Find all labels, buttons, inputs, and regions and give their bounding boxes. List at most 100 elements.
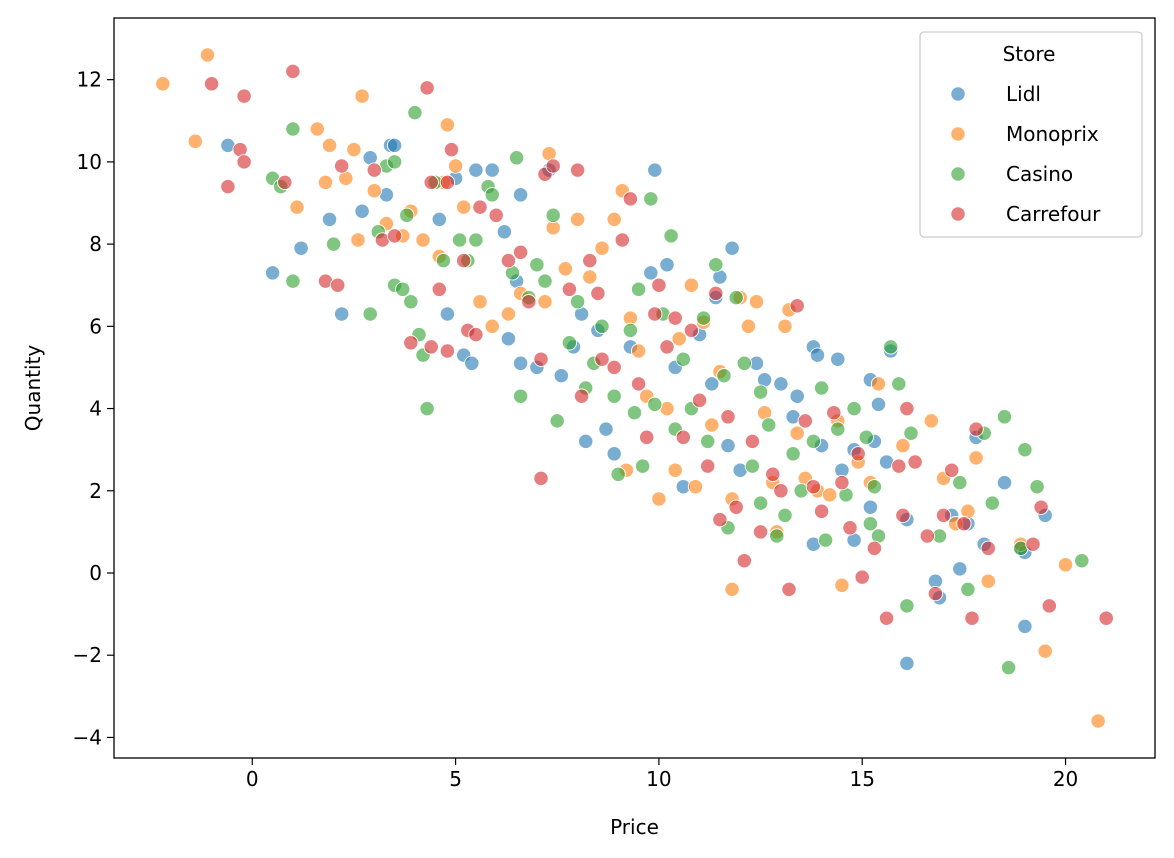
- point-casino-84: [1029, 479, 1045, 495]
- point-carrefour-9: [334, 158, 350, 174]
- legend-items: Lidl Monoprix Casino Carrefour: [950, 82, 1101, 226]
- y-tick-label: 6: [89, 314, 102, 338]
- point-carrefour-66: [826, 405, 842, 421]
- point-carrefour-61: [781, 581, 797, 598]
- point-monoprix-35: [630, 343, 647, 359]
- point-casino-37: [606, 388, 622, 404]
- point-monoprix-69: [968, 450, 984, 466]
- point-carrefour-84: [1033, 499, 1049, 515]
- point-monoprix-15: [415, 232, 431, 248]
- point-lidl-21: [500, 331, 517, 347]
- legend-label-monoprix: Monoprix: [1006, 122, 1099, 146]
- point-carrefour-65: [813, 503, 830, 519]
- point-casino-18: [435, 252, 452, 269]
- point-lidl-2: [293, 240, 309, 256]
- point-carrefour-14: [419, 80, 435, 96]
- point-carrefour-71: [878, 610, 895, 626]
- point-carrefour-83: [1025, 536, 1041, 552]
- point-casino-72: [883, 339, 899, 355]
- point-casino-66: [830, 421, 846, 437]
- legend-label-carrefour: Carrefour: [1006, 202, 1101, 226]
- y-axis-label: Quantity: [21, 345, 45, 432]
- point-carrefour-41: [622, 191, 639, 207]
- point-monoprix-0: [155, 76, 171, 92]
- point-casino-80: [984, 495, 1000, 511]
- point-casino-43: [647, 396, 663, 413]
- point-carrefour-0: [203, 76, 220, 92]
- point-casino-49: [695, 310, 712, 326]
- point-casino-8: [386, 154, 403, 170]
- point-monoprix-60: [834, 577, 850, 593]
- point-casino-32: [561, 335, 578, 351]
- point-carrefour-69: [854, 569, 870, 585]
- point-casino-42: [643, 191, 659, 207]
- point-carrefour-20: [443, 141, 460, 158]
- point-casino-41: [634, 458, 651, 474]
- point-carrefour-54: [720, 409, 736, 425]
- point-lidl-32: [643, 265, 659, 281]
- point-monoprix-28: [557, 261, 574, 277]
- point-lidl-30: [606, 446, 622, 462]
- point-carrefour-59: [765, 466, 781, 482]
- point-monoprix-18: [439, 117, 456, 133]
- point-monoprix-9: [350, 232, 366, 248]
- point-casino-58: [761, 417, 777, 433]
- point-casino-31: [549, 413, 565, 429]
- point-carrefour-88: [850, 446, 866, 462]
- point-casino-36: [594, 318, 610, 334]
- point-carrefour-17: [431, 281, 447, 297]
- point-lidl-41: [704, 376, 720, 392]
- point-monoprix-10: [354, 88, 370, 104]
- point-carrefour-73: [899, 400, 915, 417]
- point-lidl-13: [464, 355, 480, 371]
- point-casino-51: [708, 257, 724, 273]
- y-tick-label: 10: [77, 150, 102, 174]
- point-lidl-15: [468, 162, 484, 178]
- point-carrefour-57: [744, 433, 761, 450]
- point-monoprix-63: [870, 376, 887, 392]
- point-monoprix-22: [484, 318, 500, 334]
- point-lidl-1: [264, 265, 281, 281]
- point-carrefour-68: [842, 520, 858, 536]
- point-carrefour-39: [606, 359, 622, 376]
- point-monoprix-58: [822, 487, 838, 503]
- point-casino-39: [622, 322, 639, 339]
- point-monoprix-73: [1057, 557, 1074, 573]
- point-monoprix-20: [456, 199, 472, 215]
- x-tick-label: 0: [246, 767, 259, 791]
- point-monoprix-11: [366, 183, 382, 199]
- point-carrefour-64: [805, 479, 822, 495]
- point-lidl-47: [789, 388, 805, 404]
- point-carrefour-21: [456, 252, 472, 269]
- point-lidl-17: [496, 224, 513, 240]
- point-carrefour-16: [423, 339, 439, 355]
- point-casino-69: [858, 429, 874, 445]
- point-carrefour-81: [968, 421, 984, 437]
- point-casino-16: [419, 400, 435, 417]
- x-tick-label: 5: [449, 767, 462, 791]
- point-carrefour-52: [708, 285, 724, 302]
- point-carrefour-75: [919, 528, 935, 544]
- x-tick-label: 15: [849, 767, 874, 791]
- point-carrefour-82: [980, 540, 996, 556]
- legend-title: Store: [1003, 42, 1056, 66]
- point-monoprix-41: [683, 277, 700, 293]
- point-monoprix-49: [740, 318, 757, 334]
- point-casino-3: [285, 273, 301, 289]
- point-monoprix-25: [537, 294, 553, 310]
- point-casino-89: [626, 405, 643, 421]
- point-carrefour-28: [521, 294, 537, 310]
- point-casino-77: [952, 474, 968, 491]
- point-monoprix-44: [704, 417, 720, 433]
- point-carrefour-15: [423, 174, 439, 191]
- point-monoprix-23: [500, 306, 517, 322]
- point-lidl-5: [354, 203, 370, 219]
- point-carrefour-29: [533, 351, 549, 367]
- point-lidl-49: [809, 347, 826, 363]
- point-casino-5: [362, 306, 378, 322]
- point-casino-23: [484, 187, 500, 203]
- point-carrefour-12: [386, 228, 403, 244]
- point-casino-52: [716, 368, 732, 384]
- point-carrefour-40: [614, 232, 630, 248]
